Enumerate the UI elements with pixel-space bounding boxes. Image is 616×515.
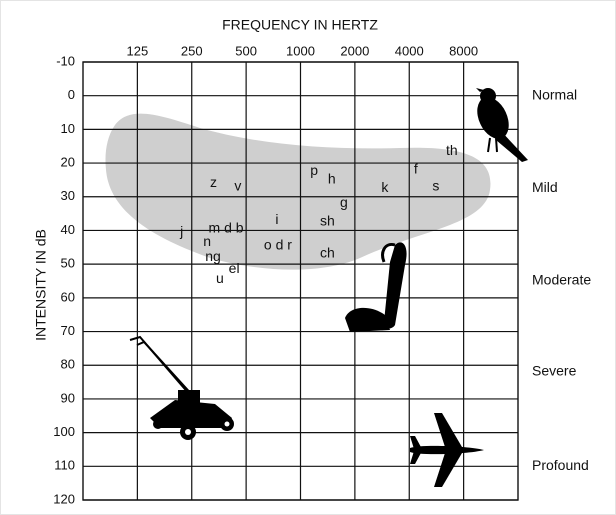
plot-border <box>82 61 519 501</box>
speech-sound: z <box>210 174 217 190</box>
speech-sound: m d b <box>209 219 244 235</box>
y-tick-label: 40 <box>61 222 75 237</box>
speech-sound: th <box>446 142 458 158</box>
speech-sound: u <box>216 270 224 286</box>
speech-sound: p <box>310 162 318 178</box>
y-tick-label: 120 <box>53 491 75 506</box>
y-tick-label: 80 <box>61 357 75 372</box>
x-tick-label: 4000 <box>395 43 424 58</box>
bird-icon <box>476 88 528 162</box>
y-tick-label: 50 <box>61 256 75 271</box>
speech-sound: ch <box>320 245 335 261</box>
vacuum-icon <box>345 242 407 332</box>
speech-sound: g <box>340 194 348 210</box>
speech-sound: sh <box>320 213 335 229</box>
x-tick-label: 8000 <box>449 43 478 58</box>
severity-label: Profound <box>532 457 589 473</box>
y-tick-label: 100 <box>53 424 75 439</box>
y-tick-label: 20 <box>61 155 75 170</box>
speech-sound: o d r <box>264 236 292 252</box>
airplane-icon <box>410 413 484 487</box>
speech-sound: h <box>328 171 336 187</box>
y-tick-label: 30 <box>61 188 75 203</box>
speech-sound: i <box>275 211 278 227</box>
y-tick-label: -10 <box>56 53 75 68</box>
severity-label: Severe <box>532 363 577 379</box>
x-tick-label: 2000 <box>340 43 369 58</box>
speech-sound: ng <box>205 248 221 264</box>
y-tick-label: 60 <box>61 289 75 304</box>
speech-sound: el <box>229 260 240 276</box>
speech-sound: j <box>179 223 183 239</box>
severity-label: Moderate <box>532 272 591 288</box>
speech-sound: f <box>414 161 418 177</box>
y-tick-label: 70 <box>61 323 75 338</box>
speech-sound: v <box>234 177 241 193</box>
speech-sound: n <box>203 233 211 249</box>
speech-sound: k <box>381 179 389 195</box>
severity-label: Normal <box>532 86 577 102</box>
chart-title: FREQUENCY IN HERTZ <box>222 17 378 33</box>
y-axis-label: INTENSITY IN dB <box>33 229 49 341</box>
y-tick-label: 0 <box>68 87 75 102</box>
y-tick-label: 10 <box>61 121 75 136</box>
y-tick-label: 90 <box>61 390 75 405</box>
x-tick-label: 1000 <box>286 43 315 58</box>
severity-label: Mild <box>532 179 558 195</box>
x-tick-label: 125 <box>127 43 149 58</box>
x-tick-label: 250 <box>181 43 203 58</box>
y-tick-label: 110 <box>54 458 75 473</box>
mower-icon <box>129 335 234 440</box>
x-tick-label: 500 <box>235 43 257 58</box>
speech-sound: s <box>432 177 439 193</box>
